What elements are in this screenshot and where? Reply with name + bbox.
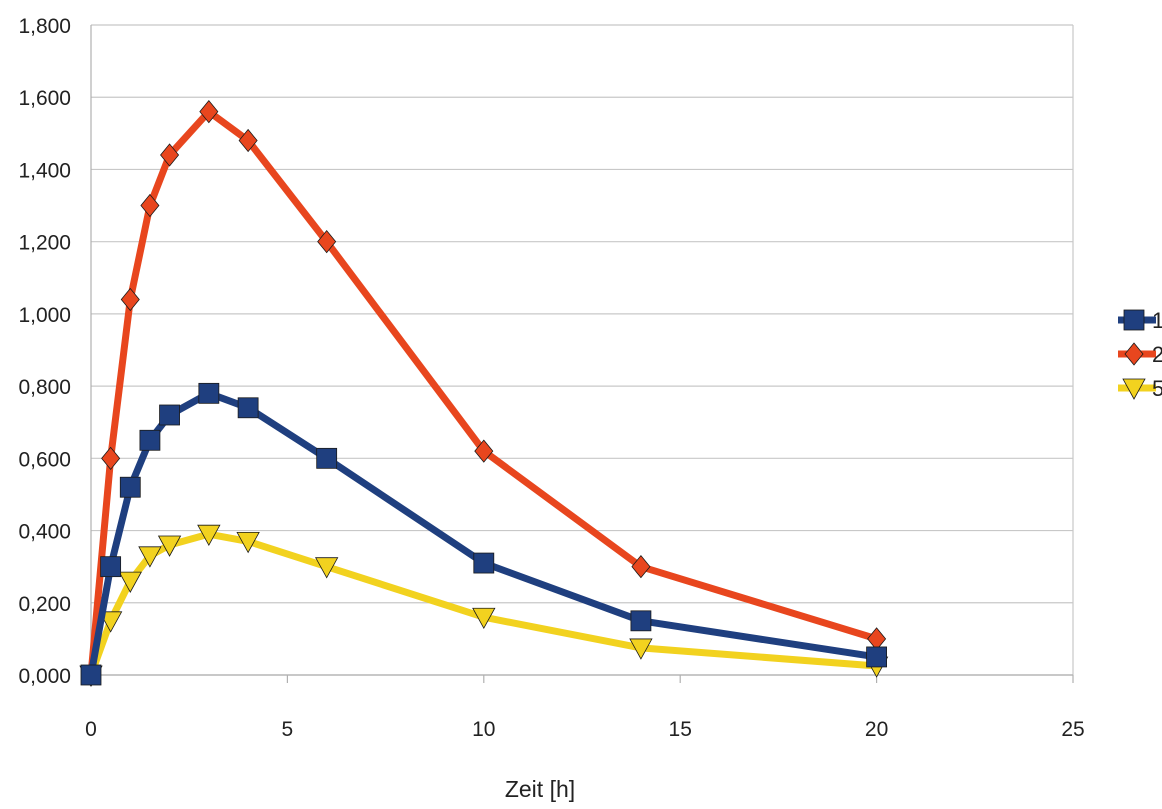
legend-label: 2 <box>1152 342 1162 367</box>
data-point-1 <box>198 382 220 404</box>
x-tick-label: 20 <box>865 718 888 741</box>
data-point-2 <box>317 230 337 254</box>
y-tick-label: 0,600 <box>18 448 71 471</box>
data-point-2 <box>140 193 160 218</box>
data-point-5 <box>197 524 221 546</box>
data-point-5 <box>118 571 142 593</box>
grid <box>91 24 1073 676</box>
y-tick-label: 1,600 <box>18 87 71 110</box>
data-point-1 <box>630 610 652 632</box>
legend-marker <box>1124 342 1144 366</box>
y-tick-label: 0,000 <box>18 665 71 688</box>
y-tick-label: 1,000 <box>18 304 71 327</box>
legend-label: 1 <box>1152 308 1162 333</box>
data-point-2 <box>160 143 180 167</box>
data-point-1 <box>139 429 161 451</box>
x-axis-title: Zeit [h] <box>505 776 575 802</box>
data-point-1 <box>237 397 259 419</box>
legend-marker <box>1123 309 1145 331</box>
y-tick-label: 1,800 <box>18 15 71 38</box>
data-point-2 <box>238 128 258 153</box>
data-point-5 <box>157 535 182 557</box>
y-tick-label: 1,400 <box>18 159 71 182</box>
data-point-2 <box>199 100 219 124</box>
data-point-5 <box>138 546 162 568</box>
legend-marker <box>1122 378 1146 400</box>
data-point-1 <box>119 476 141 498</box>
data-point-2 <box>474 439 494 463</box>
series-group <box>79 100 889 687</box>
data-point-5 <box>315 557 339 579</box>
data-point-5 <box>472 607 496 630</box>
y-tick-label: 0,800 <box>18 376 71 399</box>
y-tick-label: 1,200 <box>18 232 71 255</box>
data-point-1 <box>100 556 122 578</box>
data-point-2 <box>101 446 121 470</box>
y-tick-label: 0,400 <box>18 521 71 544</box>
x-tick-label: 10 <box>472 718 495 741</box>
axes: 0,000 0,200 0,400 0,600 0,800 1,000 1,200 1,400… <box>18 15 1084 741</box>
data-point-5 <box>98 611 123 633</box>
legend-label: 5 <box>1152 376 1162 401</box>
data-point-5 <box>629 638 653 660</box>
data-point-1 <box>473 552 495 574</box>
y-tick-label: 0,200 <box>18 593 71 616</box>
x-tick-label: 5 <box>282 718 294 741</box>
data-point-1 <box>316 447 338 469</box>
x-tick-label: 15 <box>669 718 692 741</box>
x-tick-label: 25 <box>1061 718 1084 741</box>
data-point-1 <box>159 404 180 426</box>
x-tick-label: 0 <box>85 718 97 741</box>
legend: 1 2 5 <box>1118 308 1162 401</box>
data-point-1 <box>866 646 887 668</box>
legend-item-5: 5 <box>1118 376 1162 401</box>
data-point-2 <box>631 555 651 579</box>
data-point-1 <box>80 664 102 686</box>
legend-item-1: 1 <box>1118 308 1162 333</box>
series-1 <box>80 382 887 686</box>
data-point-2 <box>120 287 140 312</box>
data-point-5 <box>236 531 260 554</box>
legend-item-2: 2 <box>1118 342 1162 367</box>
